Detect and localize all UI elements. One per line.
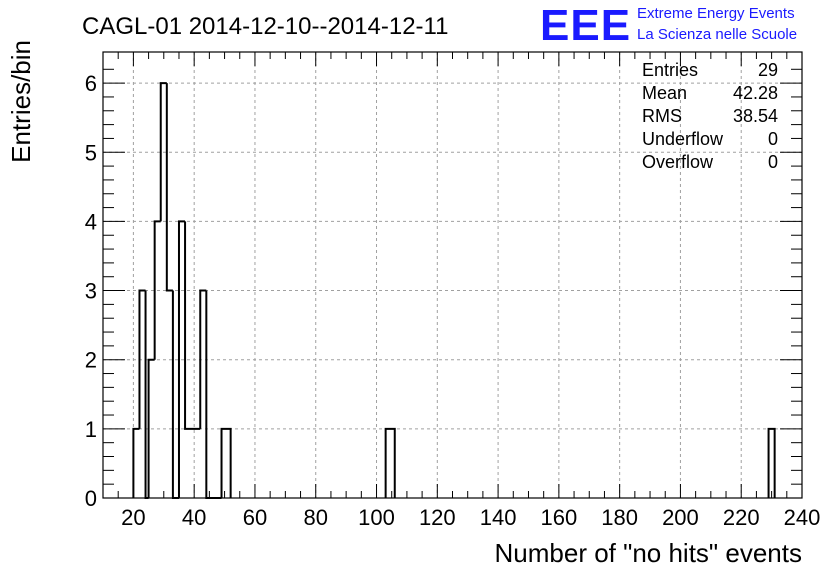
x-tick-label: 100 bbox=[358, 505, 395, 530]
stats-label: Overflow bbox=[642, 152, 714, 172]
histogram-bin bbox=[159, 82, 167, 222]
y-tick-label: 4 bbox=[85, 209, 97, 234]
y-tick-label: 5 bbox=[85, 140, 97, 165]
stats-value: 38.54 bbox=[733, 106, 778, 126]
logo-line2: La Scienza nelle Scuole bbox=[637, 26, 797, 43]
stats-label: Underflow bbox=[642, 129, 724, 149]
histogram-bin bbox=[138, 289, 146, 429]
histogram-bin bbox=[184, 221, 201, 430]
x-axis-label: Number of "no hits" events bbox=[495, 538, 803, 568]
histogram-bin bbox=[767, 427, 776, 498]
stats-label: RMS bbox=[642, 106, 682, 126]
y-tick-label: 6 bbox=[85, 71, 97, 96]
stats-value: 42.28 bbox=[733, 83, 778, 103]
logo-mark: EEE bbox=[540, 1, 631, 50]
y-tick-label: 1 bbox=[85, 417, 97, 442]
x-tick-label: 120 bbox=[419, 505, 456, 530]
x-tick-label: 240 bbox=[784, 505, 821, 530]
histogram-bin bbox=[177, 220, 186, 498]
x-axis-ticks: 20 40 60 80 100 120 140 160 180 200 220 240 bbox=[102, 52, 821, 530]
x-tick-label: 80 bbox=[303, 505, 327, 530]
y-tick-label: 2 bbox=[85, 348, 97, 373]
x-tick-label: 60 bbox=[243, 505, 267, 530]
histogram-bin bbox=[147, 358, 155, 498]
plot-frame bbox=[102, 51, 803, 499]
plot-frame-rect bbox=[102, 51, 803, 499]
x-tick-label: 140 bbox=[480, 505, 517, 530]
stats-label: Entries bbox=[642, 60, 698, 80]
y-tick-label: 0 bbox=[85, 486, 97, 511]
x-tick-label: 40 bbox=[182, 505, 206, 530]
x-tick-label: 20 bbox=[121, 505, 145, 530]
stats-value: 0 bbox=[768, 129, 778, 149]
stats-value: 29 bbox=[758, 60, 778, 80]
histogram-bin bbox=[153, 220, 161, 360]
histogram-bin bbox=[199, 289, 207, 429]
x-tick-label: 200 bbox=[662, 505, 699, 530]
grid-lines bbox=[103, 52, 803, 498]
logo-line1: Extreme Energy Events bbox=[637, 5, 795, 22]
y-axis-label: Entries/bin bbox=[6, 40, 36, 163]
chart-title: CAGL-01 2014-12-10--2014-12-11 bbox=[82, 13, 448, 40]
stats-value: 0 bbox=[768, 152, 778, 172]
y-tick-label: 3 bbox=[85, 279, 97, 304]
histogram-bin bbox=[132, 427, 140, 498]
x-tick-label: 180 bbox=[601, 505, 638, 530]
histogram-bin bbox=[220, 427, 232, 498]
stats-box: Entries 29 Mean 42.28 RMS 38.54 Underflow 0 Over… bbox=[642, 60, 778, 172]
histogram-bin bbox=[205, 290, 222, 499]
y-axis-ticks: 0 1 2 3 4 5 6 bbox=[85, 68, 802, 511]
x-tick-label: 160 bbox=[541, 505, 578, 530]
x-tick-label: 220 bbox=[723, 505, 760, 530]
histogram-bin bbox=[165, 83, 173, 292]
eee-logo: EEE Extreme Energy Events La Scienza nel… bbox=[540, 1, 797, 50]
stats-label: Mean bbox=[642, 83, 687, 103]
histogram-bin bbox=[384, 427, 396, 498]
